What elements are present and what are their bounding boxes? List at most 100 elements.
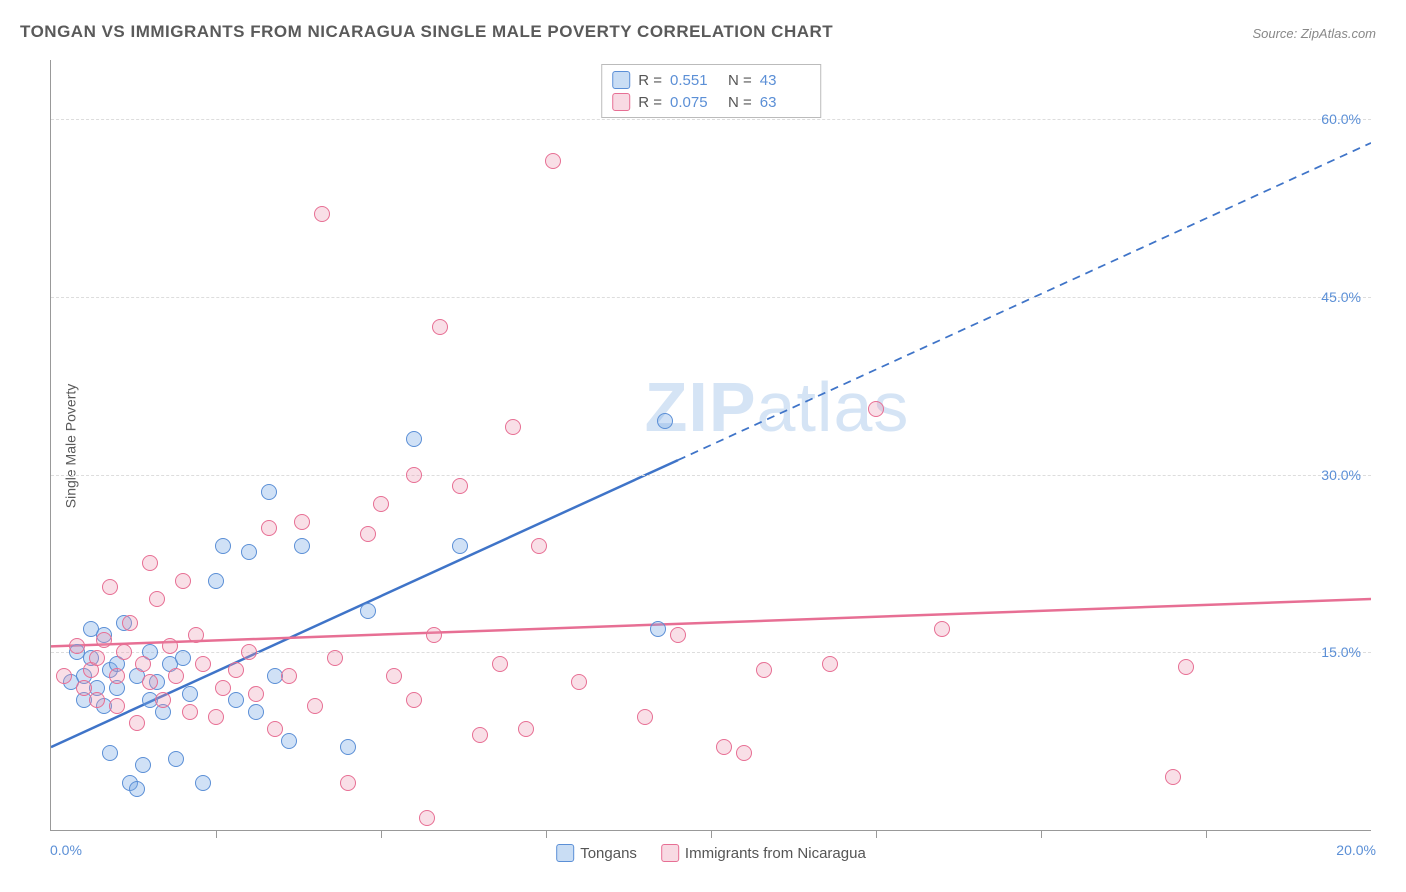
data-point <box>406 431 422 447</box>
x-tick <box>216 830 217 838</box>
data-point <box>531 538 547 554</box>
data-point <box>155 692 171 708</box>
data-point <box>386 668 402 684</box>
swatch-tongans-icon <box>556 844 574 862</box>
trend-line-solid <box>51 599 1371 646</box>
data-point <box>241 544 257 560</box>
gridline-h <box>51 119 1371 120</box>
data-point <box>1178 659 1194 675</box>
y-tick-label: 45.0% <box>1321 289 1361 305</box>
data-point <box>135 757 151 773</box>
data-point <box>281 668 297 684</box>
data-point <box>69 638 85 654</box>
data-point <box>89 692 105 708</box>
data-point <box>149 591 165 607</box>
data-point <box>419 810 435 826</box>
data-point <box>182 704 198 720</box>
trend-line-dashed <box>678 143 1371 460</box>
data-point <box>215 680 231 696</box>
data-point <box>56 668 72 684</box>
data-point <box>228 692 244 708</box>
x-tick <box>546 830 547 838</box>
data-point <box>360 603 376 619</box>
data-point <box>452 478 468 494</box>
swatch-nicaragua <box>612 93 630 111</box>
data-point <box>129 715 145 731</box>
data-point <box>142 674 158 690</box>
data-point <box>208 709 224 725</box>
data-point <box>934 621 950 637</box>
data-point <box>756 662 772 678</box>
data-point <box>168 668 184 684</box>
data-point <box>373 496 389 512</box>
data-point <box>109 698 125 714</box>
x-tick <box>876 830 877 838</box>
data-point <box>472 727 488 743</box>
data-point <box>868 401 884 417</box>
data-point <box>736 745 752 761</box>
x-tick <box>381 830 382 838</box>
data-point <box>135 656 151 672</box>
data-point <box>129 781 145 797</box>
data-point <box>360 526 376 542</box>
gridline-h <box>51 475 1371 476</box>
data-point <box>102 745 118 761</box>
data-point <box>248 686 264 702</box>
data-point <box>406 467 422 483</box>
data-point <box>426 627 442 643</box>
data-point <box>294 538 310 554</box>
data-point <box>182 686 198 702</box>
data-point <box>650 621 666 637</box>
y-tick-label: 60.0% <box>1321 111 1361 127</box>
gridline-h <box>51 297 1371 298</box>
data-point <box>195 656 211 672</box>
data-point <box>406 692 422 708</box>
data-point <box>116 644 132 660</box>
data-point <box>261 484 277 500</box>
data-point <box>1165 769 1181 785</box>
data-point <box>261 520 277 536</box>
data-point <box>248 704 264 720</box>
data-point <box>452 538 468 554</box>
plot-area: ZIPatlas R = 0.551 N = 43 R = 0.075 N = … <box>50 60 1371 831</box>
series-legend: Tongans Immigrants from Nicaragua <box>556 844 866 862</box>
data-point <box>208 573 224 589</box>
legend-item-tongans: Tongans <box>556 844 637 862</box>
data-point <box>162 638 178 654</box>
data-point <box>175 650 191 666</box>
x-tick <box>711 830 712 838</box>
legend-item-nicaragua: Immigrants from Nicaragua <box>661 844 866 862</box>
correlation-legend: R = 0.551 N = 43 R = 0.075 N = 63 <box>601 64 821 118</box>
data-point <box>432 319 448 335</box>
swatch-nicaragua-icon <box>661 844 679 862</box>
data-point <box>76 680 92 696</box>
data-point <box>122 615 138 631</box>
data-point <box>142 555 158 571</box>
data-point <box>657 413 673 429</box>
y-tick-label: 30.0% <box>1321 467 1361 483</box>
data-point <box>505 419 521 435</box>
x-tick <box>1041 830 1042 838</box>
y-tick-label: 15.0% <box>1321 644 1361 660</box>
data-point <box>89 650 105 666</box>
data-point <box>571 674 587 690</box>
chart-title: TONGAN VS IMMIGRANTS FROM NICARAGUA SING… <box>20 22 833 42</box>
x-axis-max-label: 20.0% <box>1336 842 1376 858</box>
data-point <box>109 668 125 684</box>
data-point <box>340 739 356 755</box>
data-point <box>307 698 323 714</box>
data-point <box>281 733 297 749</box>
data-point <box>215 538 231 554</box>
data-point <box>188 627 204 643</box>
data-point <box>518 721 534 737</box>
legend-row-nicaragua: R = 0.075 N = 63 <box>612 91 810 113</box>
source-label: Source: ZipAtlas.com <box>1252 26 1376 41</box>
data-point <box>102 579 118 595</box>
legend-row-tongans: R = 0.551 N = 43 <box>612 69 810 91</box>
data-point <box>716 739 732 755</box>
x-tick <box>1206 830 1207 838</box>
data-point <box>175 573 191 589</box>
data-point <box>168 751 184 767</box>
data-point <box>294 514 310 530</box>
data-point <box>228 662 244 678</box>
